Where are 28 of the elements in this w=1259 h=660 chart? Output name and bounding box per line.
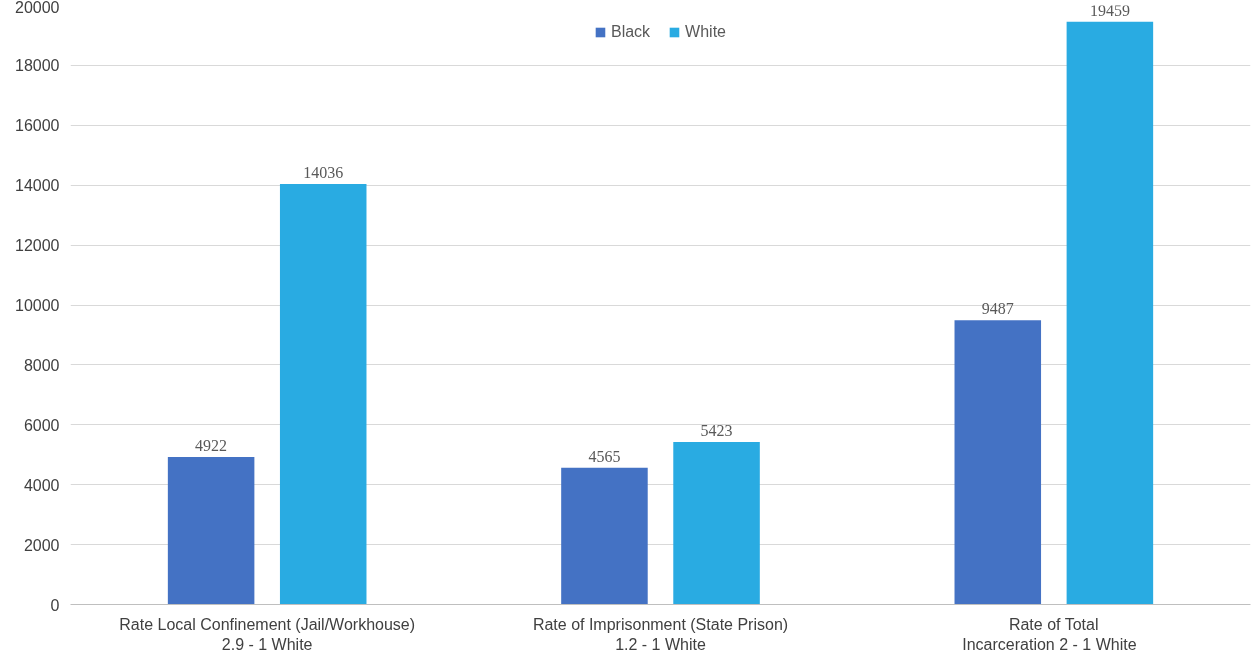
data-label: 14036 <box>303 164 344 182</box>
legend-label: Black <box>610 23 651 41</box>
x-tick-label: Rate Local Confinement (Jail/Workhouse) 2.9 - 1 White <box>119 615 416 653</box>
y-tick-label: 4000 <box>23 476 60 494</box>
data-label: 5423 <box>700 422 733 440</box>
legend-label: White <box>685 23 727 41</box>
y-tick-label: 16000 <box>15 117 60 135</box>
data-label: 9487 <box>981 300 1014 318</box>
y-tick-label: 18000 <box>15 57 60 75</box>
bar <box>167 457 255 605</box>
y-tick-label: 12000 <box>15 237 60 255</box>
bar <box>673 442 760 605</box>
y-tick-label: 6000 <box>23 416 60 434</box>
data-label: 19459 <box>1089 1 1130 19</box>
bar <box>279 184 367 605</box>
data-label: 4565 <box>588 447 621 465</box>
y-tick-label: 14000 <box>15 177 60 195</box>
y-tick-label: 20000 <box>15 0 60 16</box>
x-tick-label: Rate of Imprisonment (State Prison) 1.2 - 1 White <box>532 615 789 653</box>
y-tick-label: 0 <box>50 596 60 614</box>
y-tick-label: 8000 <box>23 356 60 374</box>
y-tick-label: 10000 <box>15 297 60 314</box>
x-tick-label: Rate of Total Incarceration 2 - 1 White <box>962 615 1137 653</box>
bar <box>1066 21 1154 605</box>
bar <box>561 467 648 605</box>
y-tick-label: 2000 <box>23 536 60 554</box>
bar <box>954 320 1042 605</box>
data-label: 4922 <box>195 437 228 455</box>
